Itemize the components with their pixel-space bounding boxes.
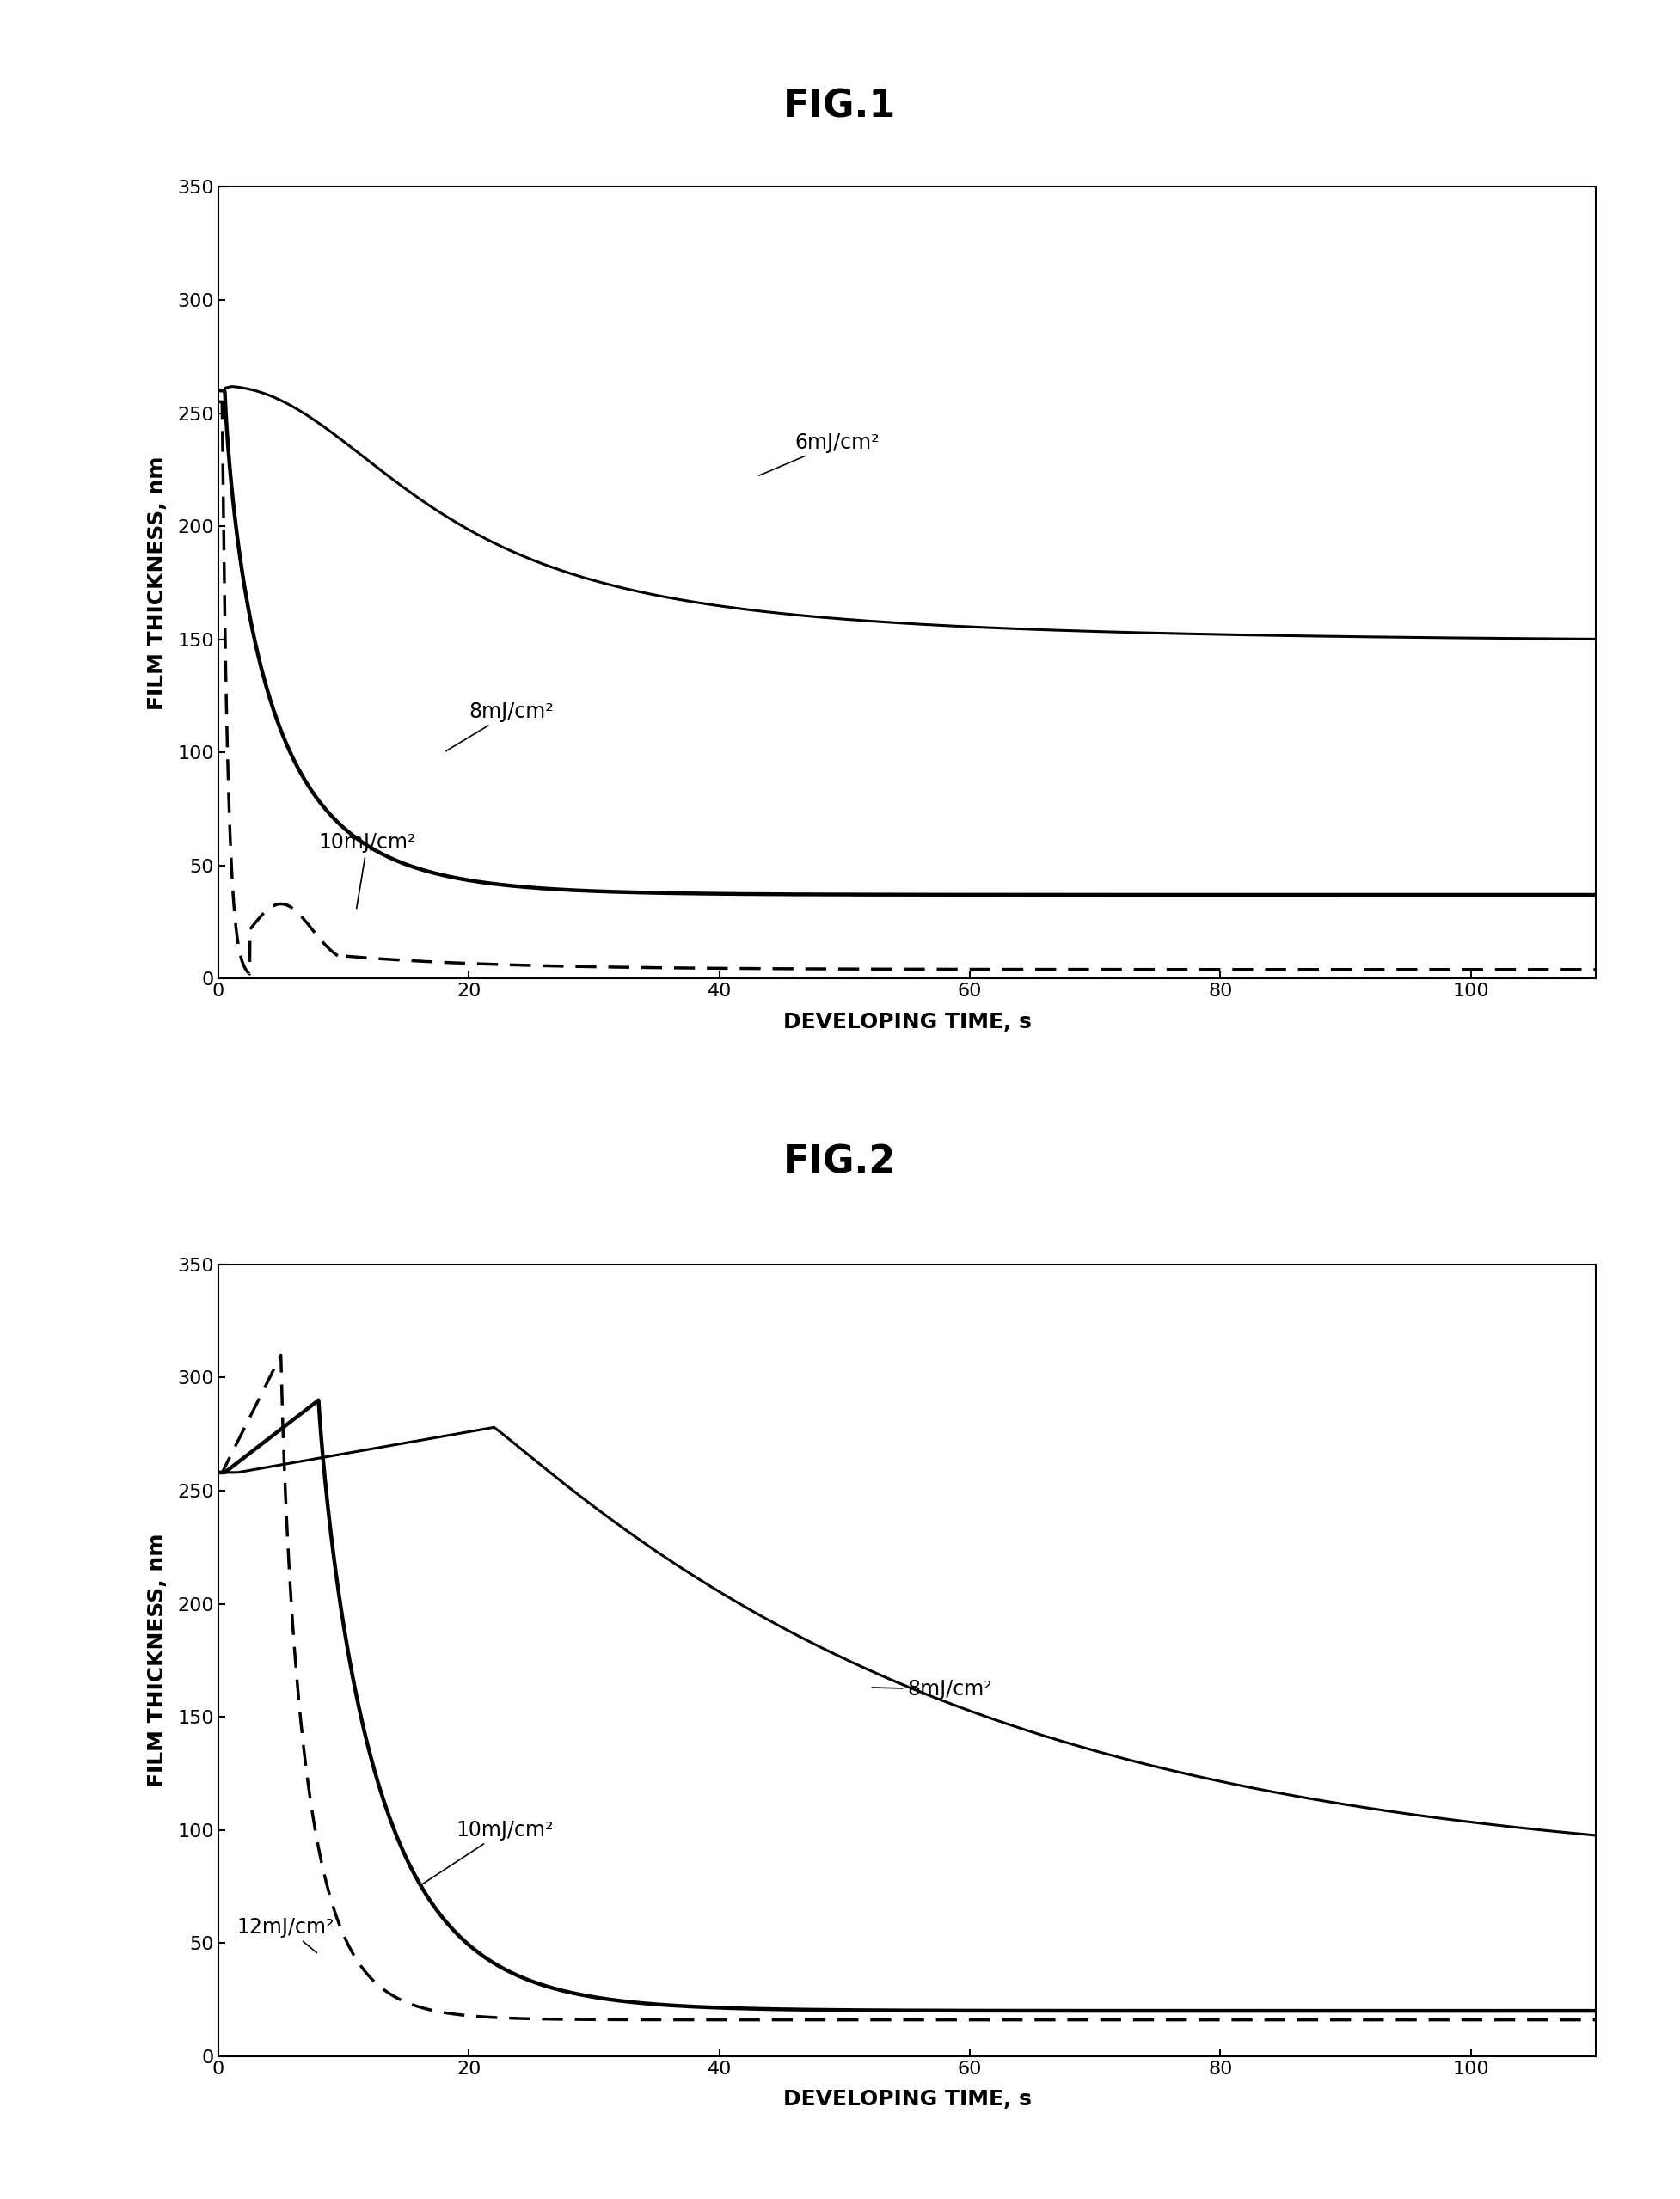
- Text: 12mJ/cm²: 12mJ/cm²: [237, 1918, 334, 1953]
- Text: 6mJ/cm²: 6mJ/cm²: [759, 433, 879, 475]
- Text: 10mJ/cm²: 10mJ/cm²: [319, 833, 417, 908]
- Y-axis label: FILM THICKNESS, nm: FILM THICKNESS, nm: [148, 455, 168, 710]
- X-axis label: DEVELOPING TIME, s: DEVELOPING TIME, s: [783, 2089, 1032, 2111]
- X-axis label: DEVELOPING TIME, s: DEVELOPING TIME, s: [783, 1012, 1032, 1034]
- Y-axis label: FILM THICKNESS, nm: FILM THICKNESS, nm: [148, 1533, 168, 1788]
- Text: 8mJ/cm²: 8mJ/cm²: [445, 701, 554, 752]
- Text: 8mJ/cm²: 8mJ/cm²: [872, 1680, 993, 1700]
- Text: 10mJ/cm²: 10mJ/cm²: [420, 1819, 554, 1885]
- Text: FIG.1: FIG.1: [783, 88, 897, 125]
- Text: FIG.2: FIG.2: [783, 1143, 897, 1181]
